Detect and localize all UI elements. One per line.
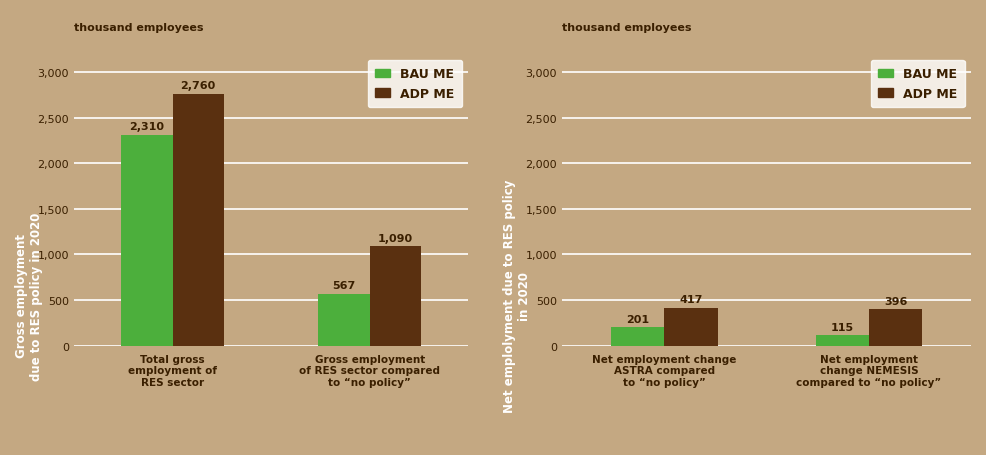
Bar (370, 247, 421, 346)
Text: Gross employment
due to RES policy in 2020: Gross employment due to RES policy in 20… (15, 212, 42, 380)
Bar (611, 328, 665, 346)
Bar (121, 136, 173, 346)
Text: 417: 417 (679, 294, 703, 304)
Bar (173, 95, 224, 346)
Text: 2,310: 2,310 (129, 122, 165, 132)
Bar (815, 335, 869, 346)
Text: Net emplolyment due to RES policy
in 2020: Net emplolyment due to RES policy in 202… (503, 179, 530, 412)
Text: 201: 201 (626, 314, 650, 324)
Legend: BAU ME, ADP ME: BAU ME, ADP ME (368, 61, 462, 108)
Text: 2,760: 2,760 (180, 81, 216, 91)
Bar (869, 310, 922, 346)
Text: 567: 567 (332, 281, 356, 291)
Legend: BAU ME, ADP ME: BAU ME, ADP ME (871, 61, 965, 108)
Text: 1,090: 1,090 (378, 233, 413, 243)
Bar (318, 294, 370, 346)
Bar (665, 308, 718, 346)
Text: thousand employees: thousand employees (74, 23, 203, 33)
Text: 115: 115 (831, 322, 854, 332)
Text: 396: 396 (883, 296, 907, 306)
Text: thousand employees: thousand employees (562, 23, 691, 33)
